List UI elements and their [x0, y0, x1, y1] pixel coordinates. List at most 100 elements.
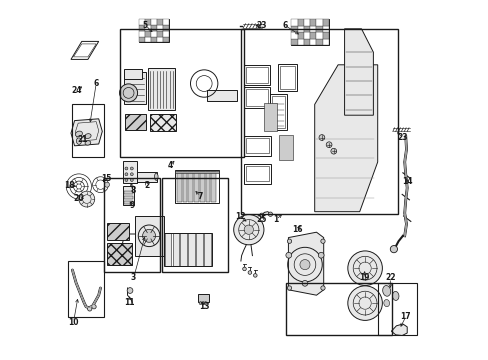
Circle shape [330, 148, 336, 154]
Bar [377, 283, 416, 335]
Circle shape [247, 271, 251, 274]
Bar [180, 233, 186, 266]
Text: 2: 2 [144, 181, 150, 190]
Bar [303, 19, 309, 26]
Circle shape [79, 191, 95, 207]
Bar [297, 19, 303, 26]
Bar [198, 294, 208, 302]
Bar [123, 69, 142, 79]
Bar [303, 32, 309, 39]
Text: 10: 10 [68, 318, 79, 327]
Bar [194, 172, 199, 202]
Bar [123, 186, 134, 205]
Bar [303, 26, 309, 32]
Circle shape [142, 229, 155, 242]
Text: 6: 6 [282, 21, 287, 30]
Bar [245, 89, 267, 106]
Bar [139, 37, 145, 42]
Bar [68, 261, 104, 317]
Bar [322, 39, 328, 45]
Circle shape [125, 167, 127, 170]
Bar [151, 37, 157, 42]
Text: 13: 13 [199, 302, 210, 311]
Ellipse shape [133, 172, 137, 181]
Bar [163, 37, 168, 42]
Bar [244, 164, 270, 184]
Bar [123, 161, 137, 183]
Bar [177, 172, 181, 202]
Bar [163, 19, 168, 25]
Bar [297, 26, 303, 32]
Bar [151, 31, 157, 37]
Bar [316, 32, 322, 39]
Circle shape [259, 213, 264, 217]
Bar [279, 135, 293, 160]
Bar [271, 96, 284, 128]
Circle shape [130, 179, 133, 181]
Bar [297, 32, 303, 39]
Text: 12: 12 [234, 212, 245, 221]
Bar [309, 19, 316, 26]
Polygon shape [390, 324, 407, 336]
Circle shape [127, 288, 133, 293]
Bar [316, 19, 322, 26]
Bar [188, 233, 194, 266]
Bar [120, 29, 244, 157]
Circle shape [287, 286, 291, 290]
Bar [150, 114, 176, 131]
Bar [182, 172, 187, 202]
Bar [157, 37, 163, 42]
Ellipse shape [392, 292, 398, 300]
Bar [322, 19, 328, 26]
Circle shape [320, 286, 325, 290]
Bar [157, 31, 163, 37]
Bar [316, 39, 322, 45]
Text: 21: 21 [77, 135, 87, 144]
Bar [309, 39, 316, 45]
Circle shape [92, 305, 96, 309]
Bar [104, 178, 160, 272]
Bar [206, 90, 237, 101]
Bar [291, 39, 297, 45]
Bar [124, 196, 133, 199]
Polygon shape [344, 29, 373, 115]
Circle shape [302, 280, 307, 286]
Bar [309, 32, 316, 39]
Text: 23: 23 [397, 133, 407, 142]
Bar [244, 65, 269, 85]
Bar [285, 283, 391, 335]
Circle shape [125, 179, 127, 181]
Text: 4: 4 [168, 161, 173, 170]
Circle shape [268, 212, 272, 216]
Text: 16: 16 [292, 225, 303, 234]
Bar [205, 172, 210, 202]
Bar [245, 166, 268, 181]
Ellipse shape [76, 138, 81, 144]
Bar [164, 233, 171, 266]
Circle shape [242, 267, 246, 271]
Circle shape [318, 135, 324, 140]
Text: 25: 25 [256, 215, 266, 224]
Bar [277, 64, 297, 91]
Bar [269, 94, 286, 130]
Bar [175, 171, 218, 173]
Bar [245, 67, 267, 83]
Bar [291, 32, 297, 39]
Ellipse shape [85, 141, 91, 145]
Bar [145, 37, 151, 42]
Circle shape [287, 239, 291, 243]
Text: 24: 24 [72, 86, 82, 95]
Polygon shape [71, 119, 102, 146]
Bar [211, 172, 216, 202]
Text: 7: 7 [198, 192, 203, 201]
Bar [245, 138, 268, 153]
Bar [163, 31, 168, 37]
Bar [148, 68, 175, 110]
Polygon shape [314, 65, 377, 212]
Bar [134, 216, 163, 256]
Bar [145, 19, 151, 25]
Text: 8: 8 [130, 186, 135, 195]
Bar [175, 170, 218, 203]
Bar [188, 172, 193, 202]
Bar [279, 66, 295, 89]
